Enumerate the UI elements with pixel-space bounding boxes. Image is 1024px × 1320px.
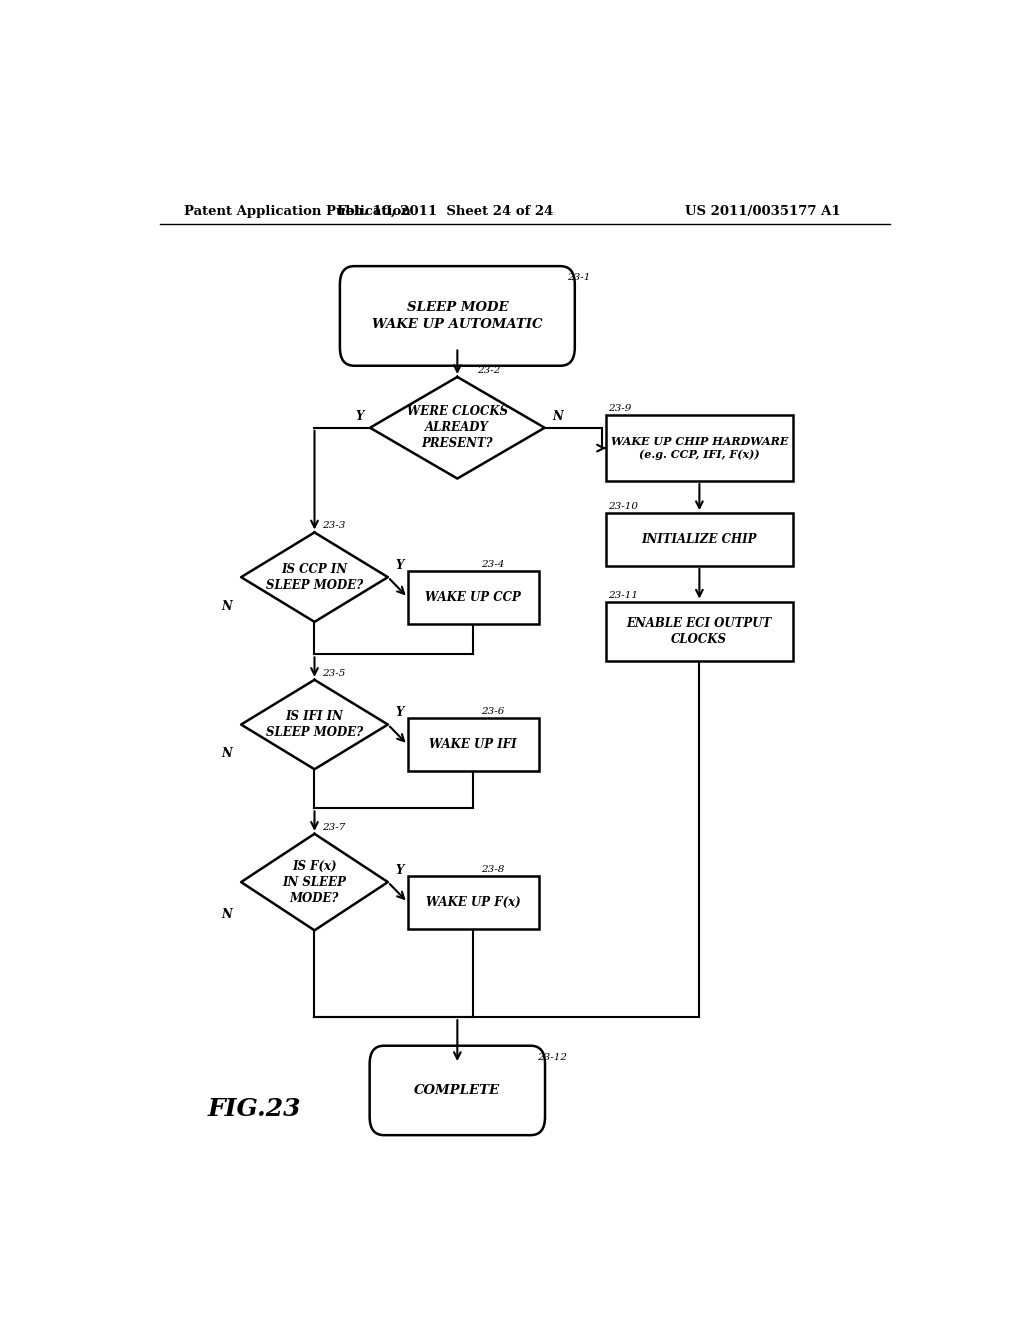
Text: Y: Y (396, 865, 404, 876)
Bar (606, 513, 793, 566)
Text: 23-9: 23-9 (607, 404, 631, 413)
Polygon shape (370, 378, 545, 479)
Polygon shape (241, 532, 388, 622)
Text: ENABLE ECI OUTPUT
CLOCKS: ENABLE ECI OUTPUT CLOCKS (627, 616, 772, 645)
Bar (408, 876, 539, 929)
Text: Y: Y (396, 560, 404, 572)
Bar (408, 718, 539, 771)
Text: FIG.23: FIG.23 (207, 1097, 301, 1121)
Text: N: N (221, 747, 232, 760)
Text: WAKE UP F(x): WAKE UP F(x) (426, 896, 520, 909)
Bar (606, 602, 793, 660)
Text: 23-8: 23-8 (481, 865, 505, 874)
Text: WAKE UP CHIP HARDWARE
(e.g. CCP, IFI, F(x)): WAKE UP CHIP HARDWARE (e.g. CCP, IFI, F(… (610, 436, 788, 461)
Text: WAKE UP IFI: WAKE UP IFI (429, 738, 517, 751)
Text: 23-5: 23-5 (323, 669, 346, 677)
Text: Patent Application Publication: Patent Application Publication (183, 205, 411, 218)
Text: N: N (221, 599, 232, 612)
Text: SLEEP MODE
WAKE UP AUTOMATIC: SLEEP MODE WAKE UP AUTOMATIC (372, 301, 543, 331)
Text: Y: Y (396, 706, 404, 719)
Text: IS F(x)
IN SLEEP
MODE?: IS F(x) IN SLEEP MODE? (283, 859, 346, 904)
Text: 23-1: 23-1 (567, 273, 590, 282)
Text: N: N (553, 409, 563, 422)
Text: Feb. 10, 2011  Sheet 24 of 24: Feb. 10, 2011 Sheet 24 of 24 (337, 205, 554, 218)
Bar (408, 572, 539, 624)
Text: N: N (221, 908, 232, 921)
Text: IS IFI IN
SLEEP MODE?: IS IFI IN SLEEP MODE? (266, 710, 364, 739)
Text: 23-4: 23-4 (481, 560, 505, 569)
Text: 23-11: 23-11 (607, 590, 638, 599)
Text: COMPLETE: COMPLETE (415, 1084, 501, 1097)
Text: 23-6: 23-6 (481, 708, 505, 717)
Polygon shape (241, 834, 388, 931)
Polygon shape (241, 680, 388, 770)
FancyBboxPatch shape (340, 267, 574, 366)
Text: 23-7: 23-7 (323, 822, 346, 832)
Text: 23-12: 23-12 (538, 1053, 567, 1063)
Text: INITIALIZE CHIP: INITIALIZE CHIP (642, 533, 757, 546)
Bar (606, 414, 793, 480)
Text: WAKE UP CCP: WAKE UP CCP (425, 591, 521, 605)
Text: US 2011/0035177 A1: US 2011/0035177 A1 (685, 205, 841, 218)
Text: IS CCP IN
SLEEP MODE?: IS CCP IN SLEEP MODE? (266, 562, 364, 591)
Text: 23-10: 23-10 (607, 502, 638, 511)
Text: 23-3: 23-3 (323, 521, 346, 531)
Text: Y: Y (355, 409, 365, 422)
FancyBboxPatch shape (370, 1045, 545, 1135)
Text: WERE CLOCKS
ALREADY
PRESENT?: WERE CLOCKS ALREADY PRESENT? (407, 405, 508, 450)
Text: 23-2: 23-2 (477, 366, 501, 375)
